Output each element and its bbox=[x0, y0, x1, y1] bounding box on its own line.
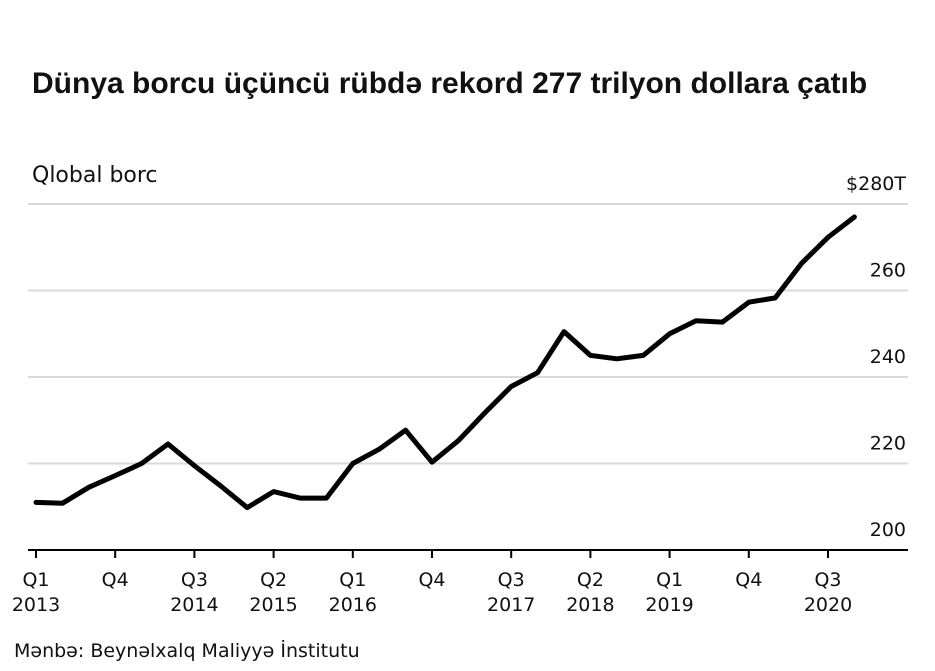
x-tick-label-year: 2019 bbox=[645, 594, 693, 616]
x-tick-label-quarter: Q4 bbox=[102, 569, 129, 591]
y-tick-label: 260 bbox=[870, 260, 906, 282]
x-tick-label-quarter: Q1 bbox=[339, 569, 366, 591]
x-tick-label-quarter: Q1 bbox=[22, 569, 49, 591]
x-tick-label-quarter: Q2 bbox=[577, 569, 604, 591]
x-tick-label-quarter: Q3 bbox=[814, 569, 841, 591]
y-tick-label: 240 bbox=[870, 346, 906, 368]
x-tick-label-quarter: Q4 bbox=[418, 569, 445, 591]
x-tick-label-quarter: Q3 bbox=[498, 569, 525, 591]
x-tick-label-year: 2015 bbox=[249, 594, 297, 616]
series-line-global-debt bbox=[33, 214, 857, 511]
x-tick-label-quarter: Q2 bbox=[260, 569, 287, 591]
y-tick-label: $280T bbox=[846, 173, 906, 195]
x-tick-label-year: 2013 bbox=[12, 594, 60, 616]
x-tick-label-quarter: Q1 bbox=[656, 569, 683, 591]
x-axis-ticks: Q1 2013 Q4 Q3 2014 Q2 2015 Q1 2016 Q4 Q3 2017 Q2 2018… bbox=[12, 550, 852, 616]
series-layer bbox=[33, 214, 857, 511]
x-tick-label-quarter: Q4 bbox=[735, 569, 762, 591]
y-tick-label: 200 bbox=[870, 519, 906, 541]
source-note: Mənbə: Beynəlxalq Maliyyə İnstitutu bbox=[14, 640, 360, 662]
x-tick-label-year: 2014 bbox=[170, 594, 218, 616]
x-tick-label-year: 2017 bbox=[487, 594, 535, 616]
y-axis-tick-labels: 200 220 240 260 $280T bbox=[846, 173, 906, 541]
x-tick-label-year: 2016 bbox=[329, 594, 377, 616]
x-tick-label-year: 2018 bbox=[566, 594, 614, 616]
grid-lines bbox=[28, 203, 908, 465]
chart-subtitle: Qlobal borc bbox=[32, 163, 158, 188]
chart-title: Dünya borcu üçüncü rübdə rekord 277 tril… bbox=[32, 67, 868, 100]
y-tick-label: 220 bbox=[870, 433, 906, 455]
x-tick-label-quarter: Q3 bbox=[181, 569, 208, 591]
x-tick-label-year: 2020 bbox=[804, 594, 852, 616]
